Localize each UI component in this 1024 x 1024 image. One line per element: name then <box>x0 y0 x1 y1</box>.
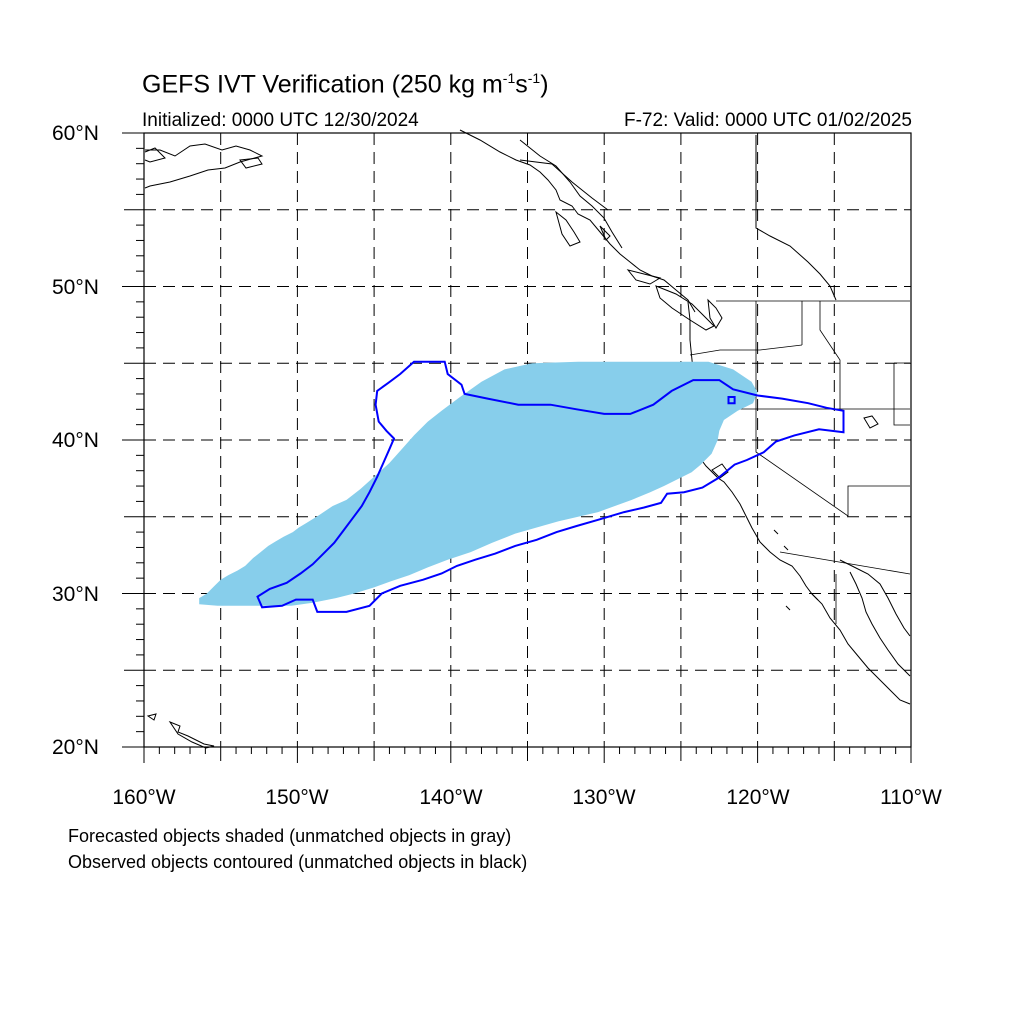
map-title: GEFS IVT Verification (250 kg m-1s-1) <box>142 70 549 99</box>
forecast-shaded-object <box>199 361 758 606</box>
lon-label-120w: 120°W <box>726 786 790 809</box>
alaska-peninsula <box>144 147 166 163</box>
alaska-coast <box>144 143 264 189</box>
baja-gulf-side <box>849 571 911 677</box>
lat-label-50n: 50°N <box>52 276 99 299</box>
observed-contour <box>256 360 845 613</box>
lon-label-150w: 150°W <box>265 786 329 809</box>
lon-label-160w: 160°W <box>112 786 176 809</box>
observed-object <box>256 360 845 613</box>
alaska-islands <box>555 210 662 285</box>
observed-note: Observed objects contoured (unmatched ob… <box>68 852 528 872</box>
initialized-time: Initialized: 0000 UTC 12/30/2024 <box>142 110 419 131</box>
kodiak-island <box>239 157 263 169</box>
lon-label-130w: 130°W <box>572 786 636 809</box>
political-borders <box>689 300 911 624</box>
alaska-border <box>519 159 609 211</box>
alaska-panhandle <box>519 139 623 249</box>
lat-label-60n: 60°N <box>52 122 99 145</box>
forecast-note: Forecasted objects shaded (unmatched obj… <box>68 826 512 846</box>
puget-sound <box>707 298 723 329</box>
observed-contour-islet <box>727 396 736 405</box>
state-borders <box>690 301 911 624</box>
forecast-object <box>199 361 758 606</box>
lat-label-40n: 40°N <box>52 429 99 452</box>
valid-time: F-72: Valid: 0000 UTC 01/02/2025 <box>624 110 912 131</box>
oregon-washington-border <box>689 344 803 356</box>
alaska-south-coast <box>459 129 696 313</box>
hawaii-islands <box>146 713 215 749</box>
mexico-mainland <box>839 559 911 637</box>
lon-label-110w: 110°W <box>880 786 942 809</box>
lat-label-20n: 20°N <box>52 736 99 759</box>
great-salt-lake <box>863 415 879 429</box>
canada-coast <box>755 135 837 301</box>
lon-label-140w: 140°W <box>419 786 483 809</box>
san-francisco-bay <box>711 463 729 479</box>
lat-label-30n: 30°N <box>52 583 99 606</box>
coastlines <box>144 129 911 749</box>
baja-california <box>811 593 911 705</box>
map-frame <box>122 132 912 763</box>
vancouver-island <box>655 285 715 331</box>
channel-islands <box>773 529 791 611</box>
